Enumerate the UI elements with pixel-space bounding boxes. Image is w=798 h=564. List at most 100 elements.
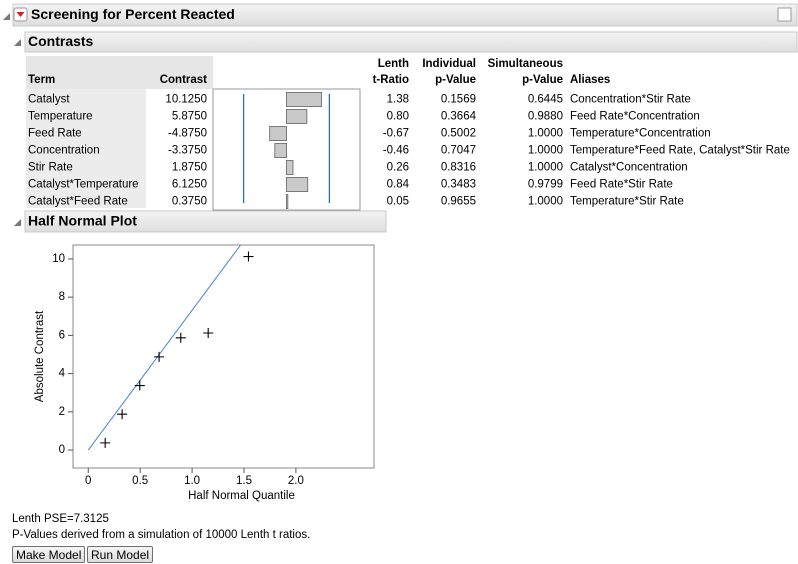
t-ratio: 0.84 — [387, 179, 410, 191]
button[interactable]: Make Model — [12, 546, 86, 563]
y-tick-label: 2 — [59, 406, 65, 418]
footer-text: P-Values derived from a simulation of 10… — [12, 529, 310, 541]
point — [134, 380, 145, 391]
term: Catalyst*Feed Rate — [28, 196, 128, 208]
contrast-bar — [269, 126, 288, 141]
point — [175, 332, 186, 343]
contrast-bar — [286, 177, 309, 192]
contrast: 1.8750 — [172, 162, 207, 174]
term: Catalyst*Temperature — [28, 179, 139, 191]
point — [100, 437, 111, 448]
column-header: p-Value — [435, 74, 476, 86]
term: Stir Rate — [28, 162, 73, 174]
section-title: Contrasts — [28, 33, 94, 49]
column-header: Aliases — [570, 74, 610, 86]
column-header: p-Value — [522, 74, 563, 86]
contrast: 6.1250 — [172, 179, 207, 191]
aliases: Temperature*Concentration — [570, 128, 711, 140]
header-bg — [26, 56, 213, 89]
individual-p: 0.1569 — [441, 94, 476, 106]
x-axis-label: Half Normal Quantile — [188, 490, 295, 502]
aliases: Catalyst*Concentration — [570, 162, 688, 174]
contrast-bar — [274, 143, 288, 158]
y-tick-label: 10 — [52, 253, 65, 265]
section-title: Half Normal Plot — [28, 213, 137, 229]
x-tick-label: 1.5 — [236, 475, 252, 487]
individual-p: 0.8316 — [441, 162, 476, 174]
aliases: Temperature*Feed Rate, Catalyst*Stir Rat… — [570, 145, 790, 157]
button[interactable]: Run Model — [87, 546, 154, 563]
column-header: Contrast — [160, 74, 207, 86]
report-title: Screening for Percent Reacted — [31, 6, 235, 22]
aliases: Concentration*Stir Rate — [570, 94, 691, 106]
menu-arrow — [16, 12, 25, 17]
contrast: -4.8750 — [168, 128, 207, 140]
y-tick-label: 0 — [59, 444, 65, 456]
simultaneous-p: 1.0000 — [528, 128, 563, 140]
individual-p: 0.3483 — [441, 179, 476, 191]
term: Concentration — [28, 145, 100, 157]
column-header: Term — [28, 74, 55, 86]
point — [243, 251, 254, 262]
y-tick-label: 8 — [59, 291, 65, 303]
simultaneous-p: 1.0000 — [528, 145, 563, 157]
contrast: 0.3750 — [172, 196, 207, 208]
window-button[interactable] — [777, 7, 792, 22]
term: Feed Rate — [28, 128, 82, 140]
t-ratio: -0.67 — [383, 128, 409, 140]
term: Temperature — [28, 111, 93, 123]
x-tick-label: 1.0 — [184, 475, 200, 487]
contrast-table: Term Contrast Lenth t-Ratio Individual p-Valu… — [26, 56, 792, 211]
contrast-bar — [286, 194, 289, 209]
contrast-bar — [286, 109, 308, 124]
plot-frame — [72, 244, 375, 469]
term-bg — [26, 89, 146, 208]
disclosure-icon[interactable] — [14, 39, 21, 46]
contrast: 5.8750 — [172, 111, 207, 123]
x-tick-label: 0.5 — [132, 475, 148, 487]
fit-line — [87, 244, 241, 451]
contrast-bar — [286, 92, 323, 107]
term: Catalyst — [28, 94, 70, 106]
simultaneous-p: 0.9799 — [528, 179, 563, 191]
disclosure-icon[interactable] — [14, 219, 21, 226]
simultaneous-p: 0.6445 — [528, 94, 563, 106]
aliases: Feed Rate*Stir Rate — [570, 179, 673, 191]
t-ratio: -0.46 — [383, 145, 409, 157]
half-normal-plot: 0 2 4 6 8 10 0 0.5 1.0 1.5 2.0 Half Normal Quantile… — [34, 244, 375, 502]
title-bar — [12, 3, 798, 27]
column-header: Lenth — [378, 58, 409, 70]
footer-text: Lenth PSE=7.3125 — [12, 513, 109, 525]
y-tick-label: 6 — [59, 329, 65, 341]
aliases: Feed Rate*Concentration — [570, 111, 700, 123]
header-bg — [360, 56, 792, 89]
t-ratio: 0.26 — [387, 162, 409, 174]
t-ratio: 1.38 — [387, 94, 409, 106]
column-header: Simultaneous — [488, 58, 563, 70]
point — [154, 351, 165, 362]
column-header: t-Ratio — [373, 74, 409, 86]
x-tick-label: 2.0 — [288, 475, 304, 487]
y-axis-label: Absolute Contrast — [34, 310, 46, 402]
y-tick-label: 4 — [59, 368, 66, 380]
section-bar — [24, 210, 387, 233]
contrast: 10.1250 — [165, 94, 207, 106]
t-ratio: 0.05 — [387, 196, 409, 208]
simultaneous-p: 0.9880 — [528, 111, 563, 123]
individual-p: 0.5002 — [441, 128, 476, 140]
point — [117, 409, 128, 420]
individual-p: 0.7047 — [441, 145, 476, 157]
disclosure-icon[interactable] — [3, 13, 10, 20]
column-header: Individual — [422, 58, 476, 70]
x-tick-label: 0 — [85, 475, 91, 487]
contrast-bar — [286, 160, 294, 175]
point — [203, 327, 214, 338]
t-ratio: 0.80 — [387, 111, 409, 123]
simultaneous-p: 1.0000 — [528, 196, 563, 208]
section-bar — [24, 31, 798, 53]
individual-p: 0.9655 — [441, 196, 476, 208]
aliases: Temperature*Stir Rate — [570, 196, 684, 208]
simultaneous-p: 1.0000 — [528, 162, 563, 174]
